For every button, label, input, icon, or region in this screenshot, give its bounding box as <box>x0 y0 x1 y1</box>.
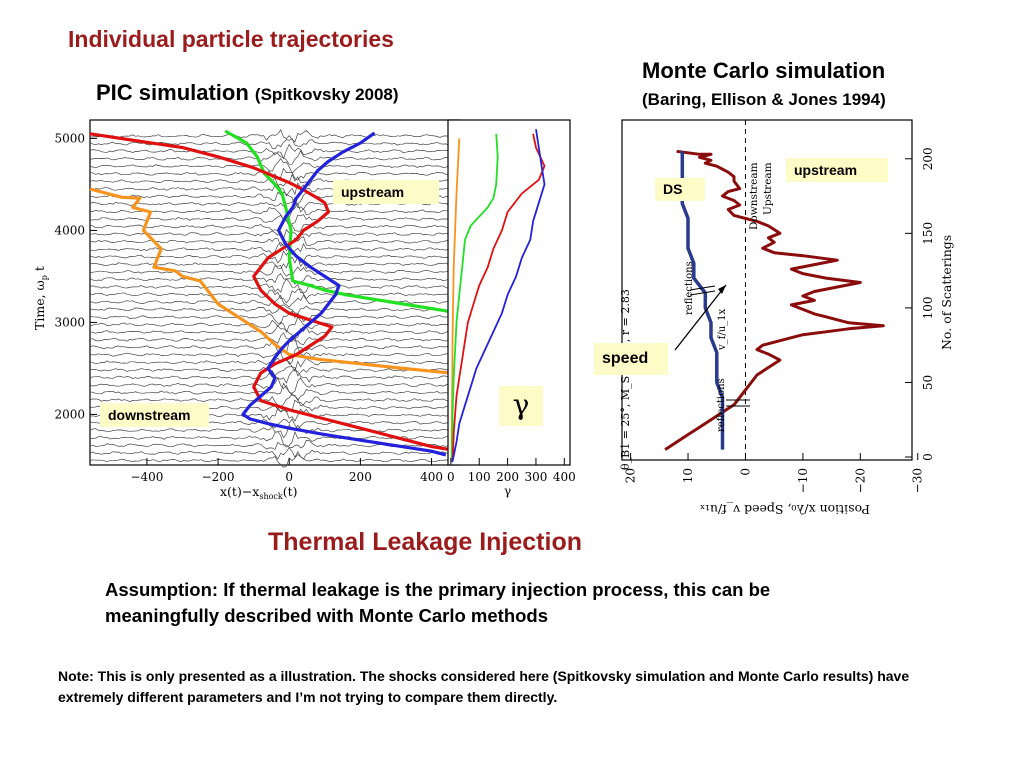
reflections-annotation-2: reflections <box>716 378 727 432</box>
y-tick-label: 4000 <box>54 223 85 237</box>
x-tick-label: 400 <box>420 470 443 484</box>
blue-particle-trajectory <box>241 131 447 457</box>
background-trace <box>89 325 461 339</box>
background-trace <box>89 216 461 232</box>
x-tick-label: 0 <box>285 470 293 484</box>
reflection-arrow-2 <box>689 290 716 296</box>
background-trace <box>89 310 461 325</box>
background-trace <box>89 272 461 285</box>
gamma-tick-label: 0 <box>447 470 455 484</box>
background-trace <box>89 228 461 240</box>
mc-y-axis-label: No. of Scatterings <box>939 235 954 350</box>
mc-x-tick-label: −20 <box>853 468 867 493</box>
pic-simulation-title: PIC simulation (Spitkovsky 2008) <box>96 80 399 106</box>
gamma-tick-label: 100 <box>468 470 491 484</box>
background-trace <box>89 376 461 394</box>
orange-particle-trajectory <box>89 187 461 376</box>
mc-y-tick-label: 0 <box>921 453 935 461</box>
speed-pointer-arrow <box>674 284 727 351</box>
mc-citation: (Baring, Ellison & Jones 1994) <box>642 90 886 109</box>
background-trace <box>89 316 461 334</box>
green-gamma-curve <box>450 133 499 461</box>
mc-x-tick-label: 10 <box>681 468 695 483</box>
background-trace <box>89 150 461 165</box>
gamma-tick-label: 200 <box>496 470 519 484</box>
pic-y-axis-label: Time, ωp t <box>32 266 49 330</box>
y-tick-label: 2000 <box>54 407 85 421</box>
ds-label: DS <box>655 178 705 201</box>
y-tick-label: 3000 <box>54 315 85 329</box>
mc-parameters-annotation: θ_B1 = 25°, M_S = 2.7, r = 2.83 <box>619 289 632 470</box>
background-trace <box>89 143 461 160</box>
background-trace <box>89 288 461 304</box>
upstream-label-pic: upstream <box>333 180 439 204</box>
background-trace <box>89 214 461 227</box>
mc-y-tick-label: 150 <box>921 222 935 245</box>
x-tick-label: 200 <box>349 470 372 484</box>
assumption-text: Assumption: If thermal leakage is the pr… <box>105 579 771 626</box>
gamma-x-axis-label: γ <box>504 484 511 498</box>
x-tick-label: −200 <box>202 470 235 484</box>
section-title: Thermal Leakage Injection <box>268 528 582 556</box>
background-trace <box>89 332 461 346</box>
x-tick-label: −400 <box>130 470 163 484</box>
pic-trajectories <box>89 129 461 457</box>
gamma-axis-ticks: 0 100 200 300 400 <box>447 458 576 484</box>
position-curve <box>664 149 885 451</box>
downstream-annotation: Downstream <box>748 162 760 230</box>
pic-citation: (Spitkovsky 2008) <box>254 85 399 104</box>
gamma-label: γ <box>499 386 543 426</box>
blue-gamma-curve <box>451 129 546 463</box>
gamma-tick-label: 400 <box>553 470 576 484</box>
downstream-label: downstream <box>100 403 209 427</box>
background-trace <box>89 454 461 468</box>
upstream-annotation: Upstream <box>762 162 774 215</box>
speed-axis-annotation: v_f/u_1x <box>717 308 728 351</box>
note-text: Note: This is only presented as a illust… <box>58 668 910 705</box>
mc-title-text: Monte Carlo simulation <box>642 58 886 83</box>
mc-y-tick-label: 100 <box>921 296 935 319</box>
background-trace <box>89 129 461 143</box>
background-trace <box>89 278 461 294</box>
pic-main-axis-ticks: −400 −200 0 200 400 2000 3000 4000 5000 <box>54 131 443 484</box>
background-trace <box>89 346 461 365</box>
mc-x-tick-label: −10 <box>796 468 810 493</box>
background-trace <box>89 447 461 460</box>
mc-y-tick-label: 50 <box>921 375 935 390</box>
upstream-label-mc: upstream <box>786 158 888 182</box>
speed-label: speed <box>594 343 668 375</box>
monte-carlo-title: Monte Carlo simulation (Baring, Ellison … <box>642 56 886 114</box>
speed-curve <box>680 151 725 450</box>
background-trace <box>89 256 461 270</box>
red-gamma-curve <box>451 133 546 461</box>
background-trace <box>89 423 461 439</box>
background-trace <box>89 393 461 407</box>
background-trace <box>89 264 461 277</box>
red-particle-trajectory <box>89 132 461 453</box>
y-tick-label: 5000 <box>54 131 85 145</box>
green-particle-trajectory <box>224 129 461 315</box>
slide-title: Individual particle trajectories <box>68 26 394 52</box>
background-trace <box>89 304 461 314</box>
mc-trajectories <box>664 149 885 451</box>
mc-x-tick-label: −30 <box>911 468 925 493</box>
mc-x-tick-label: 0 <box>738 468 752 476</box>
gamma-tick-label: 300 <box>525 470 548 484</box>
reflection-arrow-1 <box>689 285 716 291</box>
background-trace <box>89 157 461 174</box>
background-trace <box>89 382 461 402</box>
mc-y-tick-label: 200 <box>921 147 935 170</box>
mc-x-tick-label: 20 <box>624 468 638 483</box>
pic-x-axis-label: x(t)−xshock(t) <box>220 484 298 501</box>
mc-x-axis-label: Position x/λ₀, Speed v_f/u₁ₓ <box>700 502 870 517</box>
speed-pointer-arrowhead <box>718 285 726 294</box>
gamma-trajectories <box>450 129 546 463</box>
pic-title-text: PIC simulation <box>96 80 249 105</box>
reflections-annotation-1: reflections <box>684 261 695 315</box>
background-trace <box>89 250 461 264</box>
background-trace <box>89 167 461 181</box>
